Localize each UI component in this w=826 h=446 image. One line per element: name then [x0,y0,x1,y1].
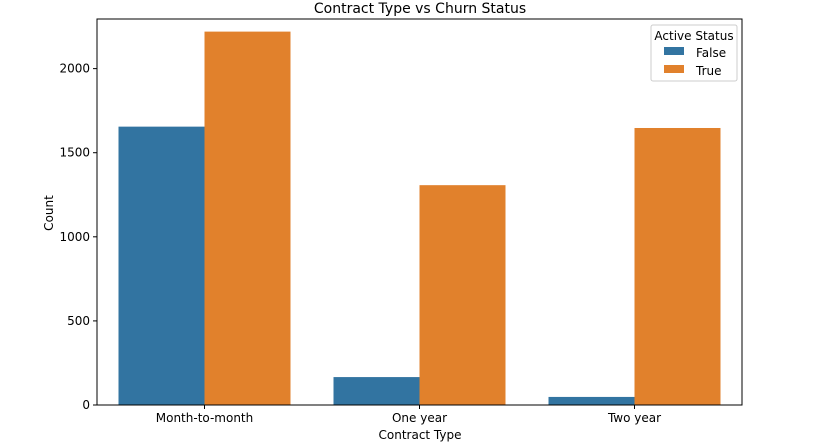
bar-true-2 [634,127,721,406]
bar-false-2 [548,396,635,405]
legend-label-true: True [695,64,722,78]
x-tick-label: Two year [607,411,661,425]
bar-false-0 [118,126,205,405]
x-tick-label: Month-to-month [156,411,254,425]
x-axis-title: Contract Type [379,428,462,442]
chart-title: Contract Type vs Churn Status [314,1,526,17]
y-axis-title: Count [42,195,56,231]
y-axis: 0 500 1000 1500 2000 [59,62,97,412]
y-tick-label: 1500 [59,146,90,160]
bar-true-0 [204,31,291,406]
bar-true-1 [419,185,506,405]
y-tick-label: 2000 [59,62,90,76]
legend-title: Active Status [654,29,733,43]
legend: Active Status False True [650,24,738,82]
bars-group [118,31,721,406]
legend-swatch-true [664,65,684,73]
y-tick-label: 0 [82,398,90,412]
y-tick-label: 1000 [59,230,90,244]
x-axis: Month-to-month One year Two year [156,405,661,425]
x-tick-label: One year [392,411,447,425]
legend-label-false: False [696,46,726,60]
legend-swatch-false [664,47,684,55]
y-tick-label: 500 [67,314,90,328]
bar-false-1 [333,377,420,405]
